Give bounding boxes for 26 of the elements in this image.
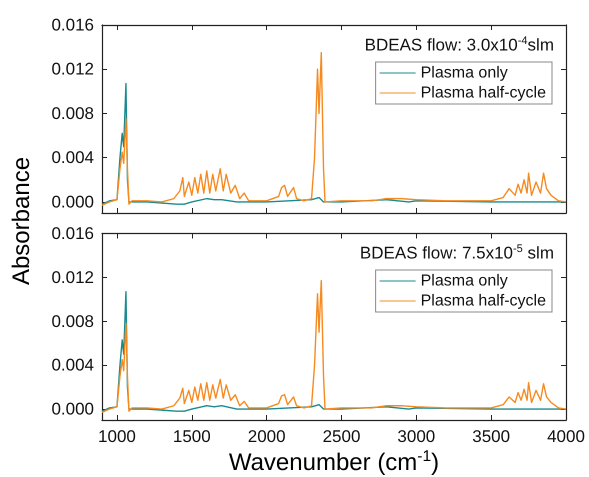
x-tick-label: 3000 (397, 427, 436, 446)
x-tick-label: 1500 (172, 427, 211, 446)
annotation: BDEAS flow: 7.5x10$^{-5}$ slm (360, 243, 554, 264)
y-tick-label: 0.012 (51, 60, 94, 79)
y-tick-label: 0.000 (51, 400, 94, 419)
x-axis-title: Wavenumber (cm$^{-1}$) (228, 448, 440, 477)
legend-label: Plasma only (420, 64, 508, 82)
x-tick-label: 2000 (248, 427, 286, 446)
y-tick-label: 0.004 (51, 356, 94, 375)
y-tick-label: 0.000 (51, 192, 94, 212)
line-series (101, 52, 567, 206)
y-tick-label: 0.016 (51, 16, 94, 34)
legend-label: Plasma half-cycle (420, 292, 546, 310)
legend-label: Plasma only (420, 272, 508, 290)
x-tick-label: 4000 (547, 427, 585, 446)
x-tick-label: 2500 (322, 427, 360, 446)
y-tick-label: 0.012 (51, 268, 94, 287)
annotation: BDEAS flow: 3.0x10$^{-4}$slm (364, 35, 554, 56)
y-tick-label: 0.004 (51, 148, 94, 168)
y-tick-label: 0.016 (51, 224, 94, 243)
legend-label: Plasma half-cycle (420, 84, 546, 102)
y-axis-title: Absorbance (8, 156, 36, 288)
y-tick-label: 0.008 (51, 312, 94, 331)
y-tick-label: 0.008 (51, 104, 94, 123)
x-tick-label: 1000 (98, 427, 136, 446)
x-tick-label: 3500 (472, 427, 510, 446)
